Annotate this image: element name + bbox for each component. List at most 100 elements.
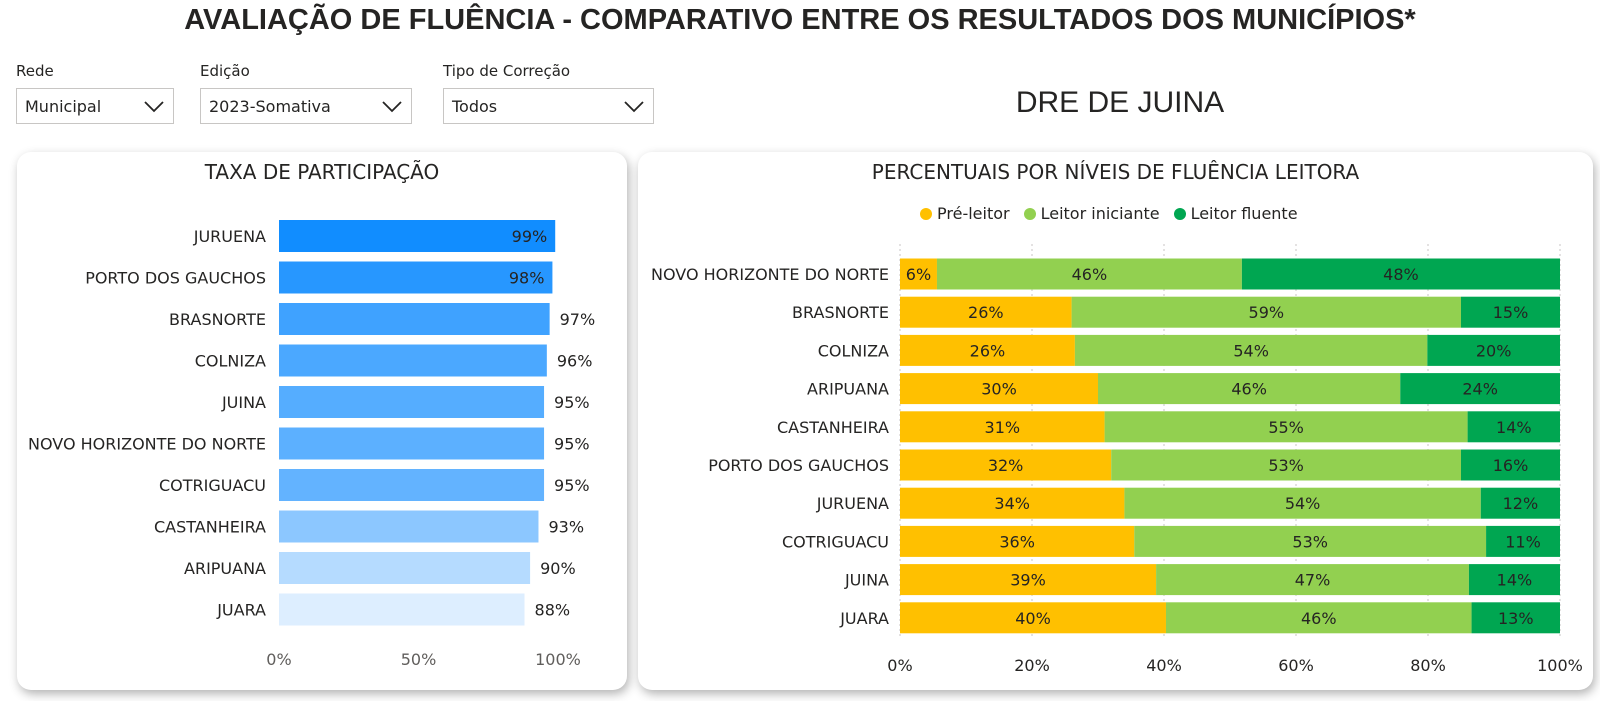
category-label: ARIPUANA — [184, 559, 266, 578]
x-tick-label: 80% — [1410, 656, 1446, 675]
x-tick-label: 100% — [535, 650, 581, 669]
fluency-chart-title: PERCENTUAIS POR NÍVEIS DE FLUÊNCIA LEITO… — [871, 160, 1360, 184]
legend-label: Pré-leitor — [937, 204, 1010, 223]
data-label: 11% — [1505, 532, 1541, 551]
participation-bar — [279, 303, 550, 335]
legend-item-pre-leitor[interactable]: Pré-leitor — [920, 204, 1010, 223]
edicao-slicer: Edição 2023-Somativa — [200, 62, 412, 124]
category-label: COLNIZA — [195, 352, 266, 371]
participation-bar — [279, 593, 525, 626]
category-label: JURUENA — [193, 227, 266, 246]
data-label: 46% — [1301, 609, 1337, 628]
legend-dot — [1023, 207, 1036, 220]
stacked-segment — [1111, 449, 1461, 481]
rede-slicer: Rede Municipal — [16, 62, 174, 124]
data-label: 59% — [1249, 303, 1285, 322]
data-label: 26% — [970, 341, 1006, 360]
data-label: 20% — [1476, 341, 1512, 360]
stacked-segment — [936, 258, 1242, 290]
participation-bar — [279, 220, 556, 252]
tipo-label: Tipo de Correção — [443, 62, 571, 80]
data-label: 26% — [968, 303, 1004, 322]
legend-label: Leitor iniciante — [1040, 204, 1160, 223]
chevron-down-icon — [144, 101, 164, 113]
category-label: BRASNORTE — [792, 303, 889, 322]
category-label: ARIPUANA — [807, 380, 889, 399]
stacked-segment — [1471, 602, 1560, 634]
stacked-segment — [1480, 487, 1560, 519]
stacked-segment — [900, 296, 1072, 328]
participation-bar — [279, 427, 545, 460]
participation-bar — [279, 552, 531, 584]
fluency-legend: Pré-leitor Leitor iniciante Leitor fluen… — [920, 204, 1298, 223]
stacked-segment — [1134, 525, 1487, 557]
rede-dropdown[interactable]: Municipal — [16, 88, 174, 124]
data-label: 95% — [554, 476, 590, 495]
rede-value: Municipal — [25, 96, 102, 116]
stacked-segment — [900, 525, 1135, 557]
stacked-segment — [1461, 449, 1560, 481]
data-label: 34% — [994, 494, 1030, 513]
category-label: PORTO DOS GAUCHOS — [708, 456, 889, 475]
stacked-segment — [900, 411, 1105, 443]
data-label: 93% — [548, 518, 584, 537]
edicao-dropdown[interactable]: 2023-Somativa — [200, 88, 412, 124]
data-label: 24% — [1462, 380, 1498, 399]
data-label: 30% — [981, 380, 1017, 399]
data-label: 40% — [1015, 609, 1051, 628]
category-label: CASTANHEIRA — [777, 418, 889, 437]
data-label: 54% — [1233, 341, 1269, 360]
x-tick-label: 20% — [1014, 656, 1050, 675]
stacked-segment — [1156, 564, 1469, 596]
legend-dot — [920, 207, 932, 220]
stacked-segment — [1071, 296, 1461, 328]
stacked-segment — [900, 373, 1098, 405]
rede-label: Rede — [16, 62, 54, 80]
x-tick-label: 60% — [1278, 656, 1314, 675]
stacked-segment — [1461, 296, 1560, 328]
data-label: 88% — [535, 601, 571, 620]
legend-item-leitor-fluente[interactable]: Leitor fluente — [1173, 204, 1298, 223]
category-label: BRASNORTE — [169, 310, 266, 329]
stacked-segment — [1104, 411, 1468, 443]
tipo-dropdown[interactable]: Todos — [443, 88, 654, 124]
data-label: 13% — [1498, 609, 1534, 628]
data-label: 53% — [1268, 456, 1304, 475]
tipo-value: Todos — [452, 96, 498, 116]
category-label: COLNIZA — [818, 341, 889, 360]
x-tick-label: 0% — [887, 656, 912, 675]
stacked-segment — [1074, 334, 1428, 366]
page-title: AVALIAÇÃO DE FLUÊNCIA - COMPARATIVO ENTR… — [184, 4, 1416, 36]
stacked-segment — [900, 487, 1125, 519]
data-label: 16% — [1493, 456, 1529, 475]
stacked-segment — [1468, 564, 1560, 596]
edicao-label: Edição — [200, 62, 250, 80]
tipo-slicer: Tipo de Correção Todos — [443, 62, 654, 124]
data-label: 6% — [906, 265, 931, 284]
data-label: 36% — [999, 532, 1035, 551]
data-label: 47% — [1295, 571, 1331, 590]
data-label: 95% — [554, 393, 590, 412]
data-label: 97% — [560, 310, 596, 329]
participation-chart-title: TAXA DE PARTICIPAÇÃO — [204, 160, 440, 184]
data-label: 96% — [557, 352, 593, 371]
category-label: JUINA — [844, 571, 889, 590]
data-label: 32% — [988, 456, 1024, 475]
data-label: 31% — [985, 418, 1021, 437]
chevron-down-icon — [624, 101, 644, 113]
stacked-segment — [900, 602, 1166, 634]
stacked-segment — [1098, 373, 1401, 405]
participation-bar — [279, 386, 545, 418]
participation-bar — [279, 510, 539, 543]
legend-item-leitor-iniciante[interactable]: Leitor iniciante — [1023, 204, 1160, 223]
data-label: 46% — [1072, 265, 1108, 284]
region-title: DRE DE JUINA — [1015, 86, 1225, 119]
stacked-segment — [900, 258, 937, 290]
stacked-segment — [1165, 602, 1472, 634]
category-label: NOVO HORIZONTE DO NORTE — [28, 435, 266, 454]
category-label: NOVO HORIZONTE DO NORTE — [651, 265, 889, 284]
category-label: CASTANHEIRA — [154, 518, 266, 537]
stacked-segment — [900, 449, 1112, 481]
stacked-segment — [1467, 411, 1560, 443]
